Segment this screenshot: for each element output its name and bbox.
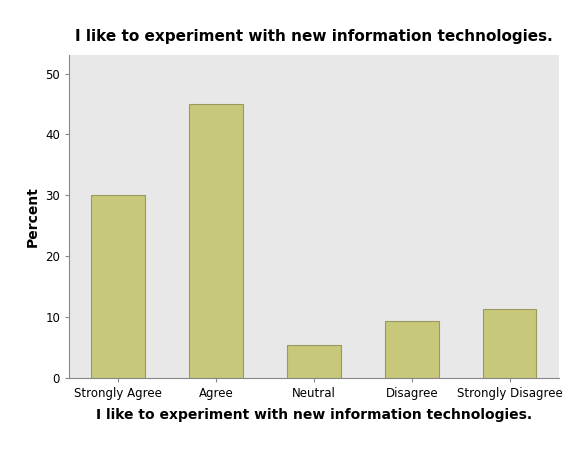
Title: I like to experiment with new information technologies.: I like to experiment with new informatio… bbox=[75, 30, 553, 44]
Bar bbox=[385, 321, 439, 378]
Bar bbox=[287, 344, 341, 378]
Y-axis label: Percent: Percent bbox=[26, 186, 40, 247]
Bar bbox=[92, 195, 145, 378]
Bar bbox=[189, 104, 243, 378]
Bar bbox=[483, 309, 536, 378]
X-axis label: I like to experiment with new information technologies.: I like to experiment with new informatio… bbox=[96, 408, 532, 422]
